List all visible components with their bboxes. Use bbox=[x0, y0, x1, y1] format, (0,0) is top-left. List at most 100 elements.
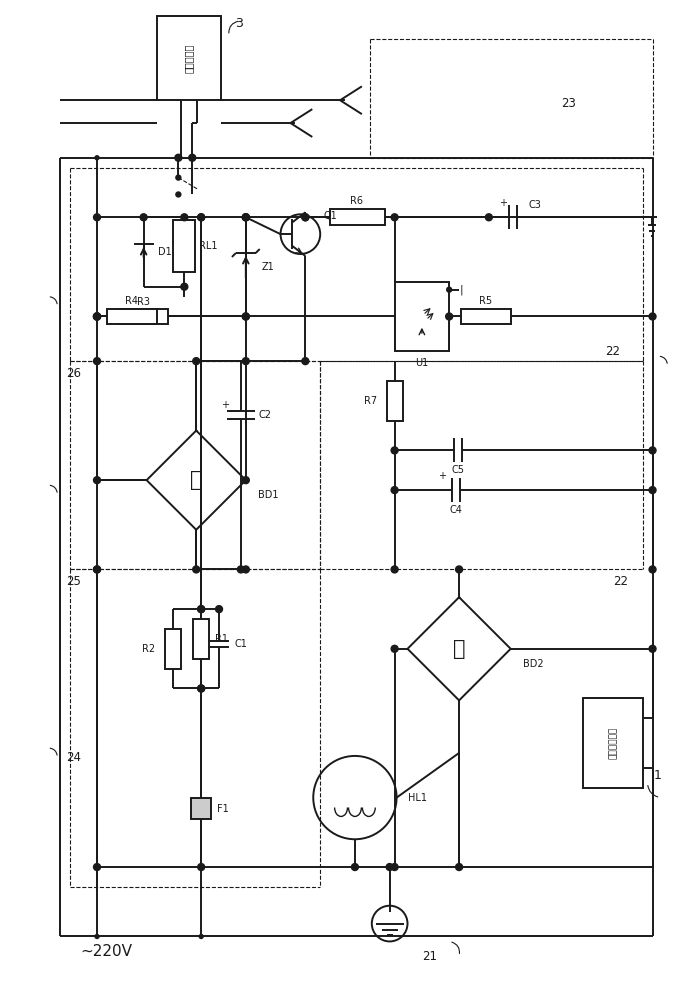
Text: C2: C2 bbox=[258, 410, 272, 420]
Text: 24: 24 bbox=[67, 751, 81, 764]
Text: 本: 本 bbox=[453, 639, 465, 659]
Circle shape bbox=[94, 566, 100, 573]
Text: D1: D1 bbox=[157, 247, 171, 257]
Text: 新風電動閥: 新風電動閥 bbox=[184, 43, 194, 73]
Text: 23: 23 bbox=[561, 97, 576, 110]
Text: C1: C1 bbox=[235, 639, 248, 649]
Circle shape bbox=[243, 313, 249, 320]
Circle shape bbox=[243, 214, 249, 221]
Circle shape bbox=[94, 566, 100, 573]
Circle shape bbox=[94, 313, 100, 320]
Circle shape bbox=[95, 934, 99, 938]
Text: F1: F1 bbox=[217, 804, 229, 814]
Circle shape bbox=[140, 214, 147, 221]
Circle shape bbox=[649, 487, 656, 494]
Circle shape bbox=[447, 287, 452, 292]
Circle shape bbox=[198, 214, 204, 221]
Circle shape bbox=[94, 214, 100, 221]
Circle shape bbox=[181, 214, 188, 221]
Text: 本: 本 bbox=[190, 470, 202, 490]
Circle shape bbox=[243, 214, 249, 221]
Text: R1: R1 bbox=[215, 634, 228, 644]
Circle shape bbox=[455, 566, 462, 573]
Text: HL1: HL1 bbox=[408, 793, 428, 803]
Circle shape bbox=[198, 864, 204, 871]
Text: R4: R4 bbox=[125, 296, 138, 306]
Text: 3: 3 bbox=[235, 17, 243, 30]
Text: 21: 21 bbox=[422, 950, 437, 963]
Bar bbox=[394, 282, 449, 351]
Text: 1: 1 bbox=[653, 769, 661, 782]
Text: Z1: Z1 bbox=[262, 262, 274, 272]
Text: Q1: Q1 bbox=[323, 211, 337, 221]
Circle shape bbox=[188, 154, 195, 161]
Circle shape bbox=[94, 864, 100, 871]
Text: |: | bbox=[459, 284, 463, 295]
Circle shape bbox=[391, 864, 398, 871]
Circle shape bbox=[198, 214, 204, 221]
Circle shape bbox=[176, 192, 181, 197]
Circle shape bbox=[94, 313, 100, 320]
Circle shape bbox=[302, 214, 309, 221]
Text: +: + bbox=[438, 471, 446, 481]
Circle shape bbox=[94, 313, 100, 320]
Circle shape bbox=[94, 358, 100, 365]
Circle shape bbox=[238, 566, 245, 573]
Text: U1: U1 bbox=[415, 358, 428, 368]
Circle shape bbox=[199, 934, 203, 938]
Circle shape bbox=[302, 214, 309, 221]
Text: R2: R2 bbox=[143, 644, 155, 654]
Text: 22: 22 bbox=[613, 575, 628, 588]
Circle shape bbox=[243, 477, 249, 484]
Text: C5: C5 bbox=[452, 465, 464, 475]
Text: C4: C4 bbox=[450, 505, 462, 515]
Circle shape bbox=[391, 487, 398, 494]
Circle shape bbox=[446, 313, 453, 320]
Bar bbox=[330, 209, 385, 225]
Circle shape bbox=[198, 685, 204, 692]
Text: BD1: BD1 bbox=[258, 490, 278, 500]
Circle shape bbox=[649, 447, 656, 454]
Circle shape bbox=[391, 214, 398, 221]
Circle shape bbox=[94, 477, 100, 484]
Circle shape bbox=[198, 606, 204, 613]
Text: RL1: RL1 bbox=[199, 241, 218, 251]
Text: R5: R5 bbox=[480, 296, 493, 306]
Circle shape bbox=[243, 313, 249, 320]
Circle shape bbox=[649, 645, 656, 652]
Text: 吸油煙機本體: 吸油煙機本體 bbox=[608, 727, 617, 759]
Circle shape bbox=[649, 313, 656, 320]
Circle shape bbox=[95, 156, 99, 160]
Text: R3: R3 bbox=[137, 297, 150, 307]
Circle shape bbox=[649, 566, 656, 573]
Circle shape bbox=[485, 214, 492, 221]
Circle shape bbox=[455, 864, 462, 871]
Text: BD2: BD2 bbox=[523, 659, 543, 669]
Bar bbox=[107, 309, 157, 324]
Bar bbox=[173, 220, 195, 272]
Circle shape bbox=[243, 566, 249, 573]
Bar bbox=[583, 698, 642, 788]
Text: ~220V: ~220V bbox=[80, 944, 132, 959]
Circle shape bbox=[243, 358, 249, 365]
Text: R6: R6 bbox=[351, 196, 363, 206]
Text: C3: C3 bbox=[529, 200, 541, 210]
Circle shape bbox=[391, 566, 398, 573]
Circle shape bbox=[198, 685, 204, 692]
Circle shape bbox=[193, 566, 200, 573]
Circle shape bbox=[391, 447, 398, 454]
Bar bbox=[157, 16, 221, 100]
Text: 25: 25 bbox=[67, 575, 81, 588]
Text: +: + bbox=[221, 400, 229, 410]
Circle shape bbox=[351, 864, 358, 871]
Bar bbox=[191, 798, 211, 819]
Text: +: + bbox=[499, 198, 507, 208]
Circle shape bbox=[386, 864, 393, 871]
Bar bbox=[119, 309, 168, 324]
Circle shape bbox=[193, 358, 200, 365]
Circle shape bbox=[243, 214, 249, 221]
Circle shape bbox=[198, 606, 204, 613]
Circle shape bbox=[181, 283, 188, 290]
Circle shape bbox=[176, 175, 181, 180]
Text: R7: R7 bbox=[364, 396, 377, 406]
